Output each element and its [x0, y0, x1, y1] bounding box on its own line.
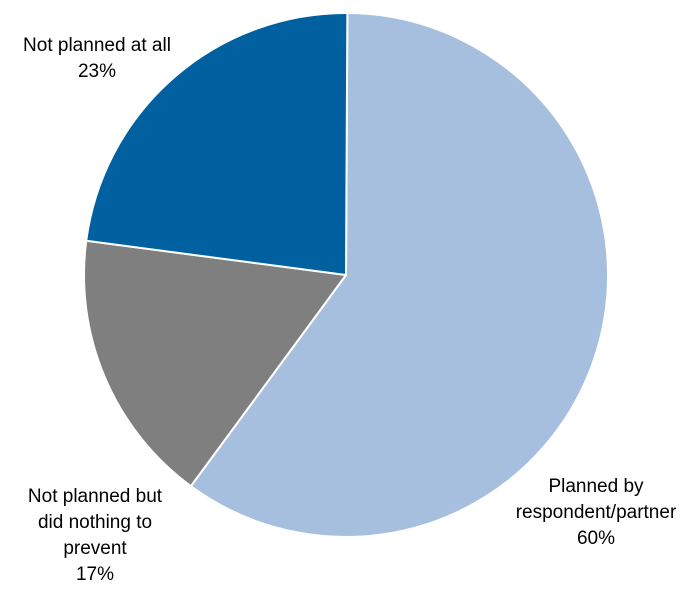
pie-label-text: Not planned but: [28, 486, 163, 507]
pie-slices: [83, 11, 609, 538]
pie-label-2: Not planned but did nothing to prevent 17%: [28, 486, 163, 585]
pie-label-percent: 23%: [78, 61, 116, 82]
pie-label-3: Not planned at all 23%: [23, 35, 171, 82]
pie-label-percent: 60%: [577, 528, 615, 549]
pie-slice-2: [83, 239, 347, 488]
pie-slice-3: [85, 11, 349, 276]
pie-label-percent: 17%: [76, 564, 114, 585]
pie-label-text: Not planned at all: [23, 35, 171, 56]
pie-label-text: Planned by: [548, 476, 644, 497]
pie-label-text: respondent/partner: [516, 502, 677, 523]
pie-label-text: did nothing to: [38, 512, 152, 533]
pie-slice-1: [189, 12, 609, 538]
pie-labels: Planned by respondent/partner 60% Not plann…: [23, 35, 677, 585]
pie-label-text: prevent: [63, 538, 127, 559]
pie-label-1: Planned by respondent/partner 60%: [516, 476, 677, 549]
